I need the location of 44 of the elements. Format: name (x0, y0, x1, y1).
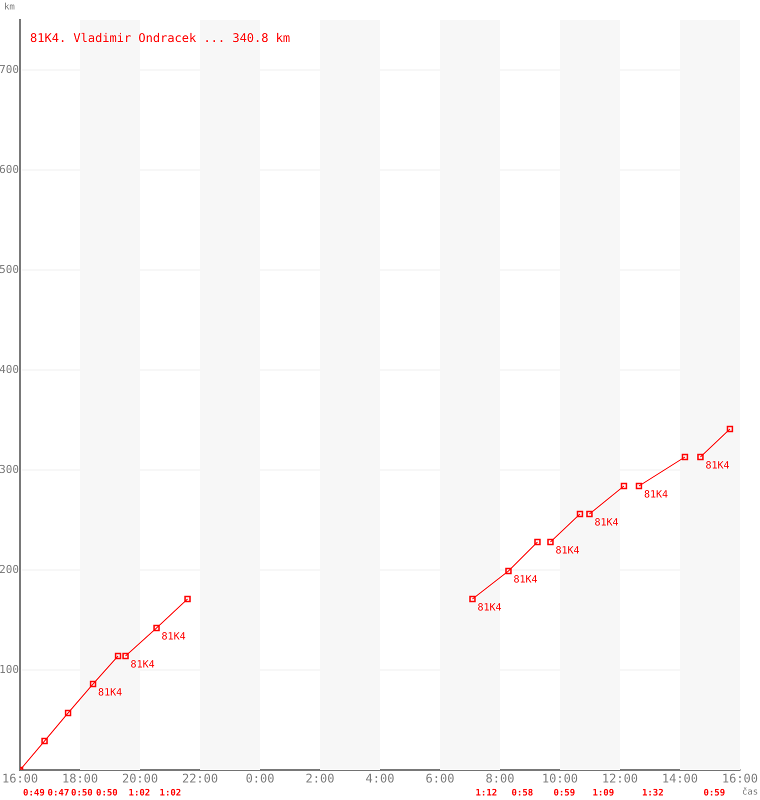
y-tick-label: 700 (0, 62, 20, 76)
x-tick-label: 12:00 (602, 771, 638, 786)
y-axis-title: km (4, 2, 15, 12)
text: 1:09 (592, 788, 614, 798)
x-tick-label: 16:00 (722, 771, 758, 786)
text: 1:02 (160, 788, 182, 798)
text: 0:59 (703, 788, 726, 798)
y-tick-label: 200 (0, 562, 20, 576)
annotation: 81K4 (513, 574, 538, 586)
x-tick-label: 18:00 (62, 771, 98, 786)
x-tick-label: 2:00 (306, 771, 334, 786)
text: 81K4. Vladimir Ondracek ... 340.8 km (30, 31, 290, 46)
x-tick-label: 10:00 (542, 771, 578, 786)
y-tick-label: 100 (0, 662, 20, 676)
y-tick-label: 400 (0, 362, 20, 376)
annotation: 81K4 (130, 660, 155, 671)
x-axis-title: čas (742, 786, 758, 798)
x-tick-label: 20:00 (122, 771, 158, 786)
text: 0:49 (23, 788, 45, 798)
x-tick-label: 4:00 (366, 771, 394, 786)
annotation: 81K4 (594, 518, 619, 529)
x-tick-label: 14:00 (662, 771, 698, 786)
x-tick-label: 16:00 (2, 771, 38, 786)
text: 0:47 (48, 788, 70, 798)
annotation: 81K4 (162, 632, 186, 643)
y-tick-label: 500 (0, 262, 20, 276)
text: 1:02 (128, 788, 150, 798)
annotation: 81K4 (477, 602, 502, 614)
y-tick-label: 600 (0, 162, 20, 176)
annotation: 81K4 (644, 490, 668, 501)
annotation: 81K4 (705, 460, 730, 472)
annotation: 81K4 (555, 546, 580, 557)
text: 0:59 (553, 788, 576, 798)
y-tick-label: 300 (0, 462, 20, 476)
x-tick-label: 22:00 (182, 771, 218, 786)
text: 0:50 (96, 788, 118, 798)
text: 0:58 (511, 788, 534, 798)
text: 0:50 (71, 788, 93, 798)
x-tick-label: 6:00 (426, 771, 454, 786)
x-tick-label: 0:00 (246, 771, 274, 786)
text: 1:32 (642, 788, 664, 798)
annotation: 81K4 (98, 688, 122, 699)
text: 1:12 (475, 788, 498, 798)
x-tick-label: 8:00 (486, 771, 514, 786)
